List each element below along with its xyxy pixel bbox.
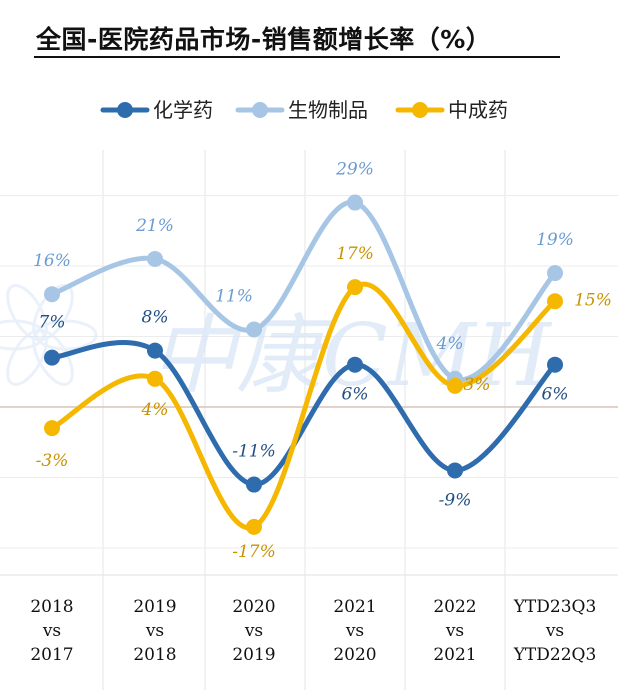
data-point	[347, 279, 363, 296]
x-tick-label: YTD22Q3	[513, 645, 597, 665]
data-point	[347, 356, 363, 373]
data-label: -17%	[232, 542, 276, 562]
legend-marker	[117, 102, 133, 118]
data-label: 17%	[336, 244, 374, 264]
x-tick-label: vs	[345, 621, 364, 641]
data-point	[447, 377, 463, 394]
data-label: 29%	[335, 160, 374, 180]
x-tick-label: vs	[145, 621, 164, 641]
legend-label: 化学药	[153, 98, 213, 122]
title-underline	[34, 56, 560, 58]
data-label: 15%	[574, 290, 612, 310]
x-tick-label: vs	[445, 621, 464, 641]
data-point	[147, 370, 163, 387]
data-label: -9%	[439, 490, 472, 510]
x-tick-label: 2020	[333, 645, 376, 665]
x-tick-label: 2022	[433, 597, 476, 617]
data-label: 6%	[542, 385, 569, 405]
x-tick-label: 2021	[333, 597, 376, 617]
x-tick-label: 2021	[433, 645, 476, 665]
data-point	[44, 349, 60, 366]
x-tick-label: vs	[545, 621, 564, 641]
data-label: 21%	[135, 216, 174, 236]
x-tick-label: 2020	[232, 597, 275, 617]
data-point	[447, 462, 463, 479]
data-label: 7%	[39, 313, 66, 333]
legend-label: 中成药	[448, 98, 508, 122]
data-point	[44, 286, 60, 303]
x-tick-label: 2018	[30, 597, 73, 617]
data-point	[547, 265, 563, 282]
chart-title: 全国-医院药品市场-销售额增长率（%）	[36, 25, 492, 54]
legend-marker	[412, 102, 428, 118]
data-point	[44, 420, 60, 437]
data-label: 16%	[33, 251, 71, 271]
data-point	[547, 356, 563, 373]
legend-marker	[252, 102, 268, 118]
x-tick-label: 2019	[232, 645, 275, 665]
data-label: 6%	[342, 385, 369, 405]
data-point	[347, 194, 363, 211]
series-中成药	[44, 279, 563, 535]
watermark: 中康CMH	[150, 306, 553, 406]
data-point	[547, 293, 563, 310]
series-化学药	[44, 340, 563, 493]
series-生物制品	[44, 194, 563, 387]
x-tick-label: vs	[42, 621, 61, 641]
data-point	[147, 250, 163, 267]
legend-label: 生物制品	[288, 98, 368, 122]
data-point	[246, 321, 262, 338]
legend: 化学药 生物制品 中成药	[100, 98, 508, 122]
data-label: 19%	[536, 230, 574, 250]
x-tick-label: 2017	[30, 645, 73, 665]
data-point	[246, 518, 262, 535]
data-label: 8%	[142, 308, 169, 328]
x-tick-label: vs	[244, 621, 263, 641]
data-point	[246, 476, 262, 493]
data-label: 11%	[215, 286, 253, 306]
data-label: -11%	[232, 442, 276, 462]
data-point	[147, 342, 163, 359]
data-label: 4%	[141, 400, 169, 420]
data-label: 4%	[436, 334, 464, 354]
x-tick-label: 2019	[133, 597, 176, 617]
x-tick-label: YTD23Q3	[513, 597, 597, 617]
data-label: -3%	[36, 451, 69, 471]
data-label: 3%	[464, 375, 491, 395]
x-tick-label: 2018	[133, 645, 176, 665]
watermark-logo	[0, 284, 98, 386]
